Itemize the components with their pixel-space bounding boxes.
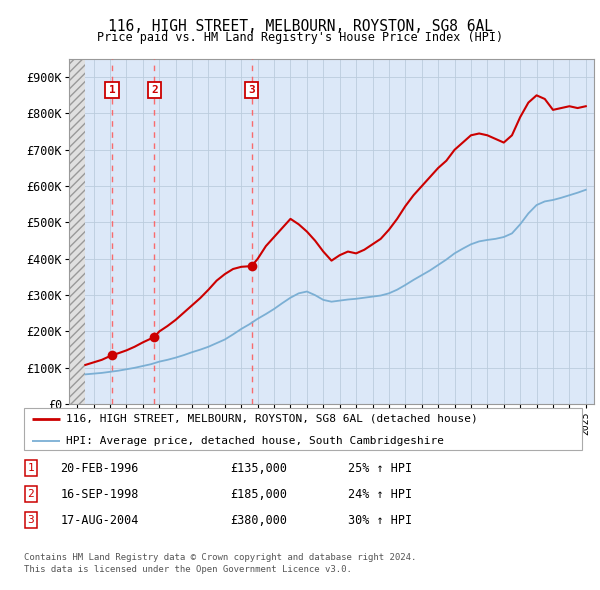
Text: 25% ↑ HPI: 25% ↑ HPI bbox=[347, 461, 412, 474]
Bar bbox=[69, 59, 85, 404]
Text: 3: 3 bbox=[28, 515, 34, 525]
Text: 24% ↑ HPI: 24% ↑ HPI bbox=[347, 488, 412, 501]
Text: 3: 3 bbox=[248, 85, 255, 95]
Text: 16-SEP-1998: 16-SEP-1998 bbox=[60, 488, 139, 501]
Text: £185,000: £185,000 bbox=[230, 488, 287, 501]
Text: 17-AUG-2004: 17-AUG-2004 bbox=[60, 514, 139, 527]
Text: 20-FEB-1996: 20-FEB-1996 bbox=[60, 461, 139, 474]
Text: HPI: Average price, detached house, South Cambridgeshire: HPI: Average price, detached house, Sout… bbox=[66, 436, 444, 446]
Text: 1: 1 bbox=[28, 463, 34, 473]
Text: 30% ↑ HPI: 30% ↑ HPI bbox=[347, 514, 412, 527]
Text: This data is licensed under the Open Government Licence v3.0.: This data is licensed under the Open Gov… bbox=[24, 565, 352, 573]
Text: 116, HIGH STREET, MELBOURN, ROYSTON, SG8 6AL (detached house): 116, HIGH STREET, MELBOURN, ROYSTON, SG8… bbox=[66, 414, 478, 424]
Text: £135,000: £135,000 bbox=[230, 461, 287, 474]
Text: Contains HM Land Registry data © Crown copyright and database right 2024.: Contains HM Land Registry data © Crown c… bbox=[24, 553, 416, 562]
Text: 1: 1 bbox=[109, 85, 116, 95]
Text: £380,000: £380,000 bbox=[230, 514, 287, 527]
Text: 116, HIGH STREET, MELBOURN, ROYSTON, SG8 6AL: 116, HIGH STREET, MELBOURN, ROYSTON, SG8… bbox=[107, 19, 493, 34]
Text: Price paid vs. HM Land Registry's House Price Index (HPI): Price paid vs. HM Land Registry's House … bbox=[97, 31, 503, 44]
Text: 2: 2 bbox=[28, 489, 34, 499]
Text: 2: 2 bbox=[151, 85, 158, 95]
